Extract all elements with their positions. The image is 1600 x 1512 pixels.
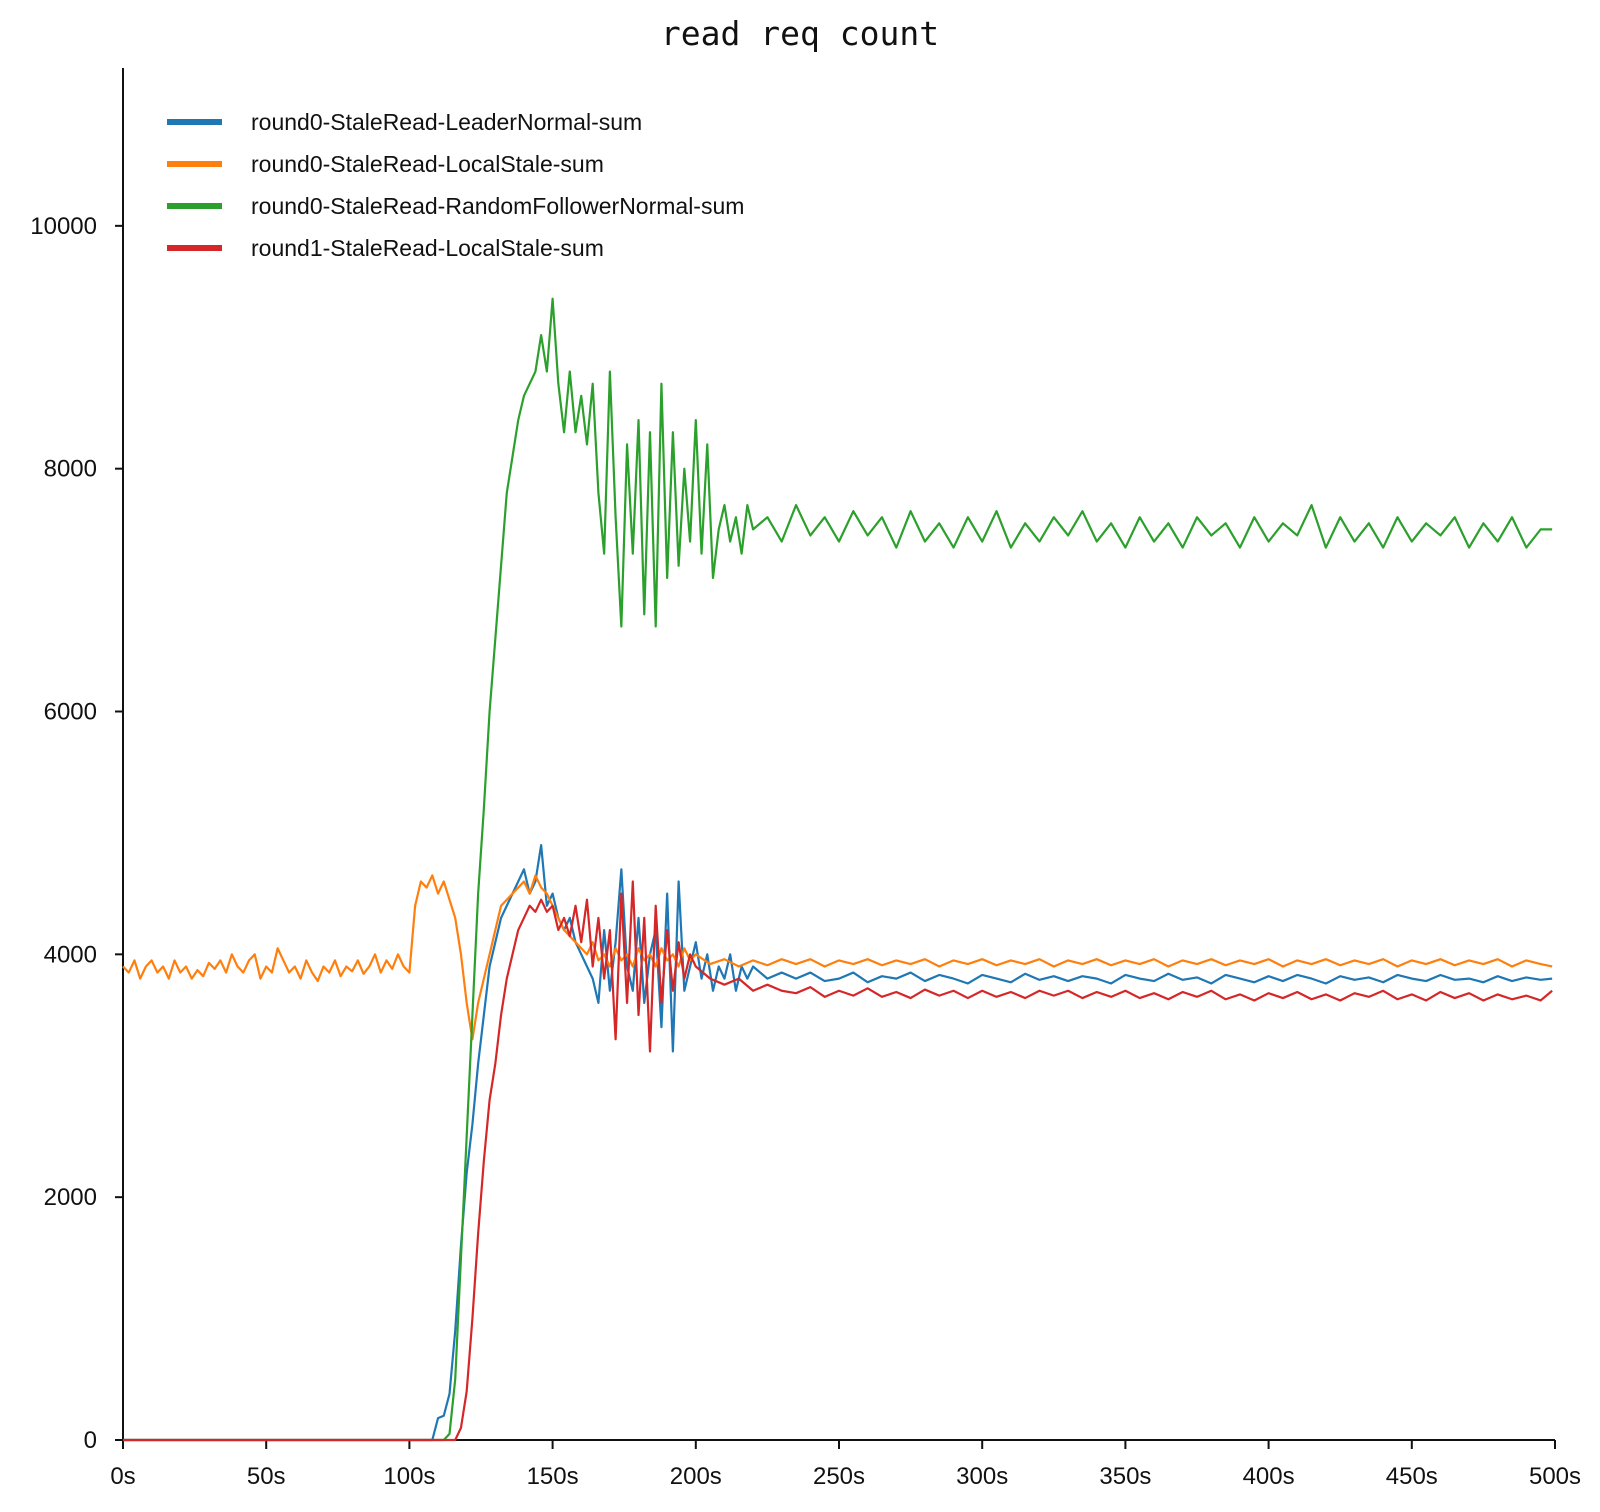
series-line-3: [123, 880, 1553, 1442]
x-tick-label: 50s: [247, 1463, 286, 1490]
x-tick-label: 100s: [383, 1463, 435, 1490]
series-line-0: [123, 843, 1553, 1442]
x-tick-label: 200s: [670, 1463, 722, 1490]
chart-title: read req count: [661, 14, 939, 53]
x-tick-label: 300s: [956, 1463, 1008, 1490]
x-tick-label: 0s: [110, 1463, 135, 1490]
x-tick-label: 500s: [1529, 1463, 1581, 1490]
y-tick-label: 2000: [44, 1184, 97, 1211]
series-line-2: [123, 297, 1553, 1442]
legend-label: round0-StaleRead-LeaderNormal-sum: [251, 109, 642, 135]
legend-label: round0-StaleRead-LocalStale-sum: [251, 151, 604, 177]
series-line-1: [122, 874, 1553, 1041]
x-tick-label: 350s: [1099, 1463, 1151, 1490]
series-group: [122, 297, 1553, 1442]
y-tick-label: 0: [84, 1427, 97, 1454]
legend-label: round1-StaleRead-LocalStale-sum: [251, 235, 604, 261]
x-tick-label: 150s: [527, 1463, 579, 1490]
legend: round0-StaleRead-LeaderNormal-sum round0-…: [167, 109, 744, 261]
x-tick-label: 450s: [1386, 1463, 1438, 1490]
x-tick-label: 400s: [1243, 1463, 1295, 1490]
y-tick-label: 6000: [44, 699, 97, 726]
legend-label: round0-StaleRead-RandomFollowerNormal-su…: [251, 193, 744, 219]
y-tick-label: 10000: [30, 213, 97, 240]
y-tick-label: 8000: [44, 456, 97, 483]
x-tick-label: 250s: [813, 1463, 865, 1490]
y-tick-label: 4000: [44, 941, 97, 968]
axes: 0 2000 4000 6000 8000 10000 0s 50s 100s 150s 200s 2…: [30, 68, 1581, 1490]
